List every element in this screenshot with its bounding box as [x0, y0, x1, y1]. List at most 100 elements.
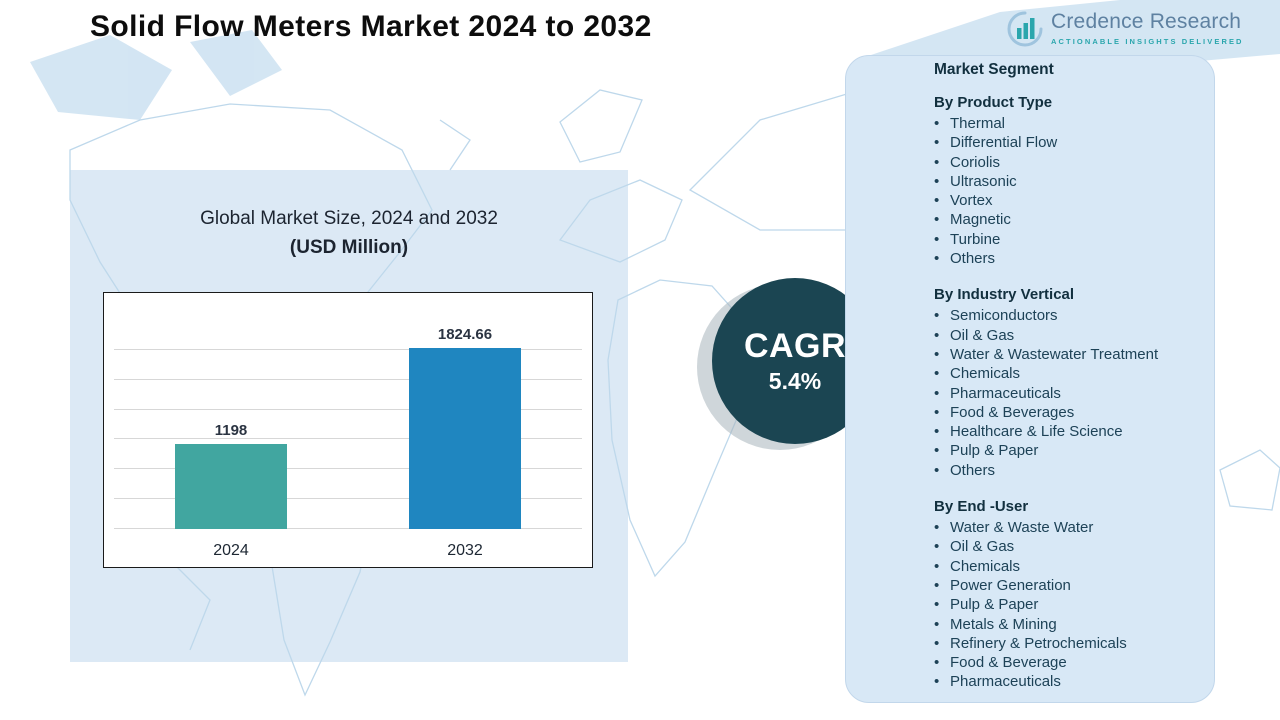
- segment-item-label: Semiconductors: [950, 307, 1058, 325]
- bullet-icon: •: [934, 634, 940, 652]
- segment-item-label: Pulp & Paper: [950, 442, 1039, 460]
- bullet-icon: •: [934, 461, 940, 479]
- segment-item-label: Pharmaceuticals: [950, 384, 1061, 402]
- segment-item-label: Water & Waste Water: [950, 519, 1094, 537]
- segment-item: • Semiconductors: [934, 306, 1198, 325]
- segment-item: • Pulp & Paper: [934, 441, 1198, 460]
- segment-item: • Others: [934, 461, 1198, 480]
- bar-chart: 1198 1824.66 2024 2032: [103, 292, 593, 568]
- bullet-icon: •: [934, 115, 940, 132]
- segment-item-label: Others: [950, 461, 996, 479]
- bullet-icon: •: [934, 596, 940, 614]
- segment-item-label: Chemicals: [950, 365, 1021, 383]
- bullet-icon: •: [934, 654, 940, 672]
- logo-tagline: Actionable Insights Delivered: [1051, 37, 1244, 46]
- segment-heading: By Product Type: [934, 94, 1053, 111]
- segment-group: By Product Type • Thermal • Differential Flo…: [934, 93, 1198, 268]
- bullet-icon: •: [934, 615, 940, 633]
- bullet-icon: •: [934, 365, 940, 383]
- x-axis-label: 2024: [213, 542, 249, 559]
- segment-item: • Pharmaceuticals: [934, 384, 1198, 403]
- bar-chart-logo-icon: [1006, 10, 1044, 53]
- segment-item: • Food & Beverages: [934, 403, 1198, 422]
- bullet-icon: •: [934, 442, 940, 460]
- segment-heading: By End -User: [934, 498, 1029, 516]
- segment-item: • Vortex: [934, 191, 1198, 210]
- segment-item-label: Differential Flow: [950, 134, 1058, 152]
- segment-item: • Healthcare & Life Science: [934, 422, 1198, 441]
- bar-2024: [175, 444, 287, 529]
- segment-item: • Water & Waste Water: [934, 518, 1198, 537]
- segment-item: • Ultrasonic: [934, 172, 1198, 191]
- market-segment-title: Market Segment: [934, 61, 1054, 78]
- bullet-icon: •: [934, 345, 940, 363]
- bullet-icon: •: [934, 326, 940, 344]
- bullet-icon: •: [934, 250, 940, 268]
- bullet-icon: •: [934, 557, 940, 575]
- bar-value-label: 1824.66: [437, 325, 493, 343]
- segment-item-label: Refinery & Petrochemicals: [950, 634, 1127, 652]
- bullet-icon: •: [934, 134, 940, 152]
- segment-item: • Others: [934, 249, 1198, 268]
- segment-item-label: Metals & Mining: [950, 615, 1057, 633]
- credence-research-logo: Credence Research Actionable Insights De…: [1006, 10, 1244, 53]
- bullet-icon: •: [934, 519, 940, 537]
- segment-item-label: Turbine: [950, 230, 1001, 248]
- bullet-icon: •: [934, 423, 940, 441]
- bar-plot: 1198 1824.66: [114, 305, 582, 529]
- bars-row: 1198 1824.66: [114, 305, 582, 529]
- segment-item: • Oil & Gas: [934, 537, 1198, 556]
- segment-group: By Industry Vertical • Semiconductors • Oil …: [934, 285, 1198, 480]
- segment-item-label: Vortex: [950, 192, 993, 210]
- segment-item: • Differential Flow: [934, 133, 1198, 152]
- segment-item-label: Ultrasonic: [950, 172, 1017, 190]
- segment-item: • Pharmaceuticals: [934, 672, 1198, 691]
- market-segment-panel: Market Segment By Product Type • Thermal • D…: [845, 55, 1215, 703]
- cagr-value: 5.4%: [768, 368, 822, 394]
- bullet-icon: •: [934, 384, 940, 402]
- segment-item: • Thermal: [934, 114, 1198, 133]
- segment-item-label: Oil & Gas: [950, 538, 1015, 556]
- bullet-icon: •: [934, 192, 940, 210]
- x-axis-row: 2024 2032: [114, 542, 582, 560]
- bar-value-label: 1198: [214, 422, 248, 440]
- chart-units-subtitle: (USD Million): [289, 237, 409, 258]
- bullet-icon: •: [934, 576, 940, 594]
- segment-item: • Power Generation: [934, 576, 1198, 595]
- segment-item: • Magnetic: [934, 210, 1198, 229]
- segment-group: By End -User • Water & Waste Water • Oil & G…: [934, 497, 1198, 692]
- segment-item-label: Food & Beverages: [950, 403, 1075, 421]
- bullet-icon: •: [934, 538, 940, 556]
- segment-item: • Oil & Gas: [934, 326, 1198, 345]
- segment-item: • Water & Wastewater Treatment: [934, 345, 1198, 364]
- segment-item-label: Magnetic: [950, 211, 1011, 229]
- segment-item: • Refinery & Petrochemicals: [934, 634, 1198, 653]
- bar-2032: [409, 347, 521, 529]
- chart-title: Global Market Size, 2024 and 2032: [200, 208, 498, 229]
- bullet-icon: •: [934, 673, 940, 691]
- bullet-icon: •: [934, 307, 940, 325]
- bullet-icon: •: [934, 403, 940, 421]
- page-title: Solid Flow Meters Market 2024 to 2032: [90, 10, 652, 43]
- segment-item-label: Water & Wastewater Treatment: [950, 345, 1159, 363]
- segment-item-label: Power Generation: [950, 576, 1071, 594]
- segment-item-label: Coriolis: [950, 153, 1001, 171]
- segment-item-label: Pharmaceuticals: [950, 673, 1061, 691]
- logo-brand-name: Credence Research: [1051, 10, 1242, 33]
- segment-item-label: Pulp & Paper: [950, 596, 1039, 614]
- segment-groups: By Product Type • Thermal • Differential Flo…: [934, 93, 1198, 692]
- segment-heading: By Industry Vertical: [934, 286, 1075, 304]
- segment-item: • Turbine: [934, 230, 1198, 249]
- bullet-icon: •: [934, 153, 940, 171]
- bar-column-2024: 1198: [175, 305, 287, 529]
- segment-item: • Chemicals: [934, 364, 1198, 383]
- bar-column-2032: 1824.66: [409, 305, 521, 529]
- segment-item: • Metals & Mining: [934, 615, 1198, 634]
- segment-item: • Chemicals: [934, 557, 1198, 576]
- segment-item-label: Others: [950, 250, 996, 268]
- cagr-label: CAGR: [743, 327, 847, 365]
- segment-item-label: Chemicals: [950, 557, 1021, 575]
- bullet-icon: •: [934, 172, 940, 190]
- segment-item-label: Food & Beverage: [950, 654, 1067, 672]
- segment-item: • Food & Beverage: [934, 653, 1198, 672]
